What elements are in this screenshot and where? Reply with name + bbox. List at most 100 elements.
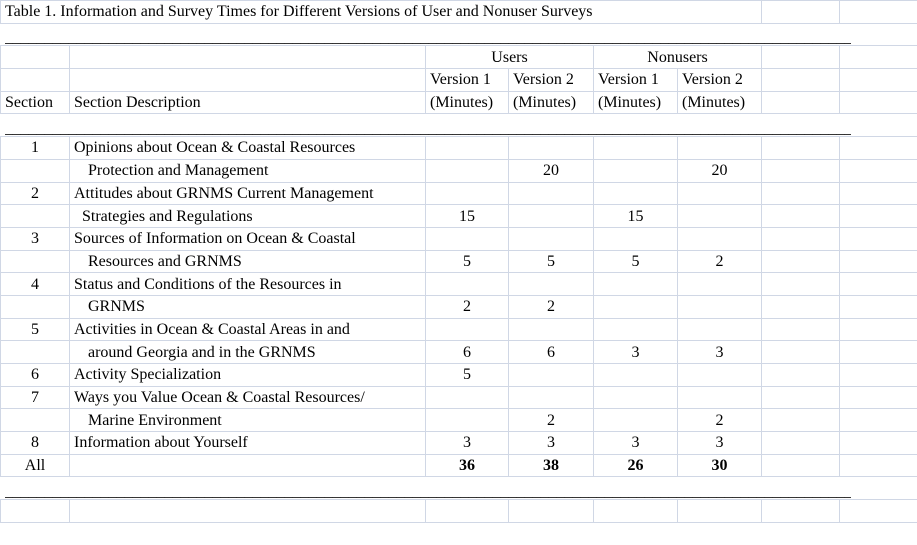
minutes-value bbox=[425, 181, 509, 206]
rule-text: ________________________________________… bbox=[4, 31, 851, 46]
cell[interactable] bbox=[0, 45, 70, 70]
cell[interactable] bbox=[761, 363, 840, 387]
cell[interactable] bbox=[677, 499, 762, 523]
section-description: Ways you Value Ocean & Coastal Resources… bbox=[69, 385, 426, 410]
section-number bbox=[0, 340, 70, 364]
group-users: Users bbox=[425, 45, 594, 70]
cell[interactable] bbox=[425, 499, 509, 523]
cell[interactable] bbox=[761, 272, 840, 296]
section-description: Status and Conditions of the Resources i… bbox=[69, 272, 426, 296]
unit-header: (Minutes) bbox=[425, 90, 509, 115]
cell[interactable] bbox=[839, 363, 917, 387]
cell[interactable] bbox=[69, 68, 426, 92]
cell[interactable] bbox=[593, 499, 678, 523]
cell[interactable] bbox=[0, 68, 70, 92]
unit-header: (Minutes) bbox=[508, 90, 594, 115]
cell[interactable] bbox=[761, 0, 840, 24]
cell[interactable] bbox=[761, 136, 840, 160]
table-row: 4 Status and Conditions of the Resources … bbox=[0, 272, 917, 296]
table-row: 3 Sources of Information on Ocean & Coast… bbox=[0, 226, 917, 251]
cell[interactable] bbox=[761, 340, 840, 364]
minutes-value: 2 bbox=[508, 294, 594, 319]
cell[interactable] bbox=[761, 431, 840, 455]
cell[interactable] bbox=[0, 499, 70, 523]
rule-text: ________________________________________… bbox=[4, 122, 851, 137]
minutes-value bbox=[593, 363, 678, 387]
minutes-value: 3 bbox=[593, 340, 678, 364]
cell[interactable] bbox=[761, 317, 840, 342]
minutes-value bbox=[508, 136, 594, 160]
unit-header: (Minutes) bbox=[677, 90, 762, 115]
cell[interactable] bbox=[839, 385, 917, 410]
minutes-value bbox=[508, 226, 594, 251]
minutes-value: 15 bbox=[425, 204, 509, 228]
cell[interactable] bbox=[761, 90, 840, 115]
table-row: Protection and Management 20 20 bbox=[0, 158, 917, 183]
cell[interactable] bbox=[839, 68, 917, 92]
minutes-value bbox=[677, 294, 762, 319]
cell[interactable] bbox=[839, 431, 917, 455]
survey-table: Table 1. Information and Survey Times fo… bbox=[0, 0, 917, 523]
cell[interactable] bbox=[761, 181, 840, 206]
cell[interactable] bbox=[839, 272, 917, 296]
cell[interactable] bbox=[839, 453, 917, 478]
cell[interactable] bbox=[761, 385, 840, 410]
section-number bbox=[0, 204, 70, 228]
cell[interactable] bbox=[839, 249, 917, 274]
minutes-value bbox=[677, 385, 762, 410]
minutes-value bbox=[593, 272, 678, 296]
section-number: 8 bbox=[0, 431, 70, 455]
rule-line: ________________________________________… bbox=[0, 22, 917, 47]
section-description: Strategies and Regulations bbox=[69, 204, 426, 228]
minutes-value bbox=[593, 158, 678, 183]
cell[interactable] bbox=[839, 294, 917, 319]
minutes-value bbox=[508, 204, 594, 228]
cell[interactable] bbox=[761, 68, 840, 92]
minutes-value: 5 bbox=[593, 249, 678, 274]
section-number: 3 bbox=[0, 226, 70, 251]
minutes-value: 6 bbox=[425, 340, 509, 364]
cell[interactable] bbox=[839, 499, 917, 523]
cell[interactable] bbox=[839, 408, 917, 433]
rule-line: ________________________________________… bbox=[0, 113, 917, 138]
section-description: Protection and Management bbox=[69, 158, 426, 183]
section-number bbox=[0, 158, 70, 183]
cell[interactable] bbox=[761, 249, 840, 274]
section-description: Opinions about Ocean & Coastal Resources bbox=[69, 136, 426, 160]
cell[interactable] bbox=[69, 499, 426, 523]
minutes-value bbox=[677, 363, 762, 387]
minutes-value bbox=[677, 317, 762, 342]
minutes-value: 20 bbox=[677, 158, 762, 183]
cell[interactable] bbox=[839, 226, 917, 251]
cell[interactable] bbox=[69, 453, 426, 478]
table-row: 6 Activity Specialization 5 bbox=[0, 363, 917, 387]
cell[interactable] bbox=[839, 158, 917, 183]
minutes-value bbox=[593, 226, 678, 251]
cell[interactable] bbox=[839, 340, 917, 364]
cell[interactable] bbox=[761, 226, 840, 251]
cell[interactable] bbox=[761, 158, 840, 183]
minutes-value bbox=[593, 385, 678, 410]
minutes-value bbox=[425, 385, 509, 410]
cell[interactable] bbox=[839, 204, 917, 228]
cell[interactable] bbox=[839, 45, 917, 70]
total-value: 36 bbox=[425, 453, 509, 478]
cell[interactable] bbox=[761, 204, 840, 228]
cell[interactable] bbox=[839, 90, 917, 115]
cell[interactable] bbox=[761, 45, 840, 70]
section-number bbox=[0, 294, 70, 319]
cell[interactable] bbox=[761, 408, 840, 433]
cell[interactable] bbox=[839, 317, 917, 342]
section-description: GRNMS bbox=[69, 294, 426, 319]
total-value: 26 bbox=[593, 453, 678, 478]
cell[interactable] bbox=[839, 0, 917, 24]
cell[interactable] bbox=[761, 453, 840, 478]
cell[interactable] bbox=[761, 499, 840, 523]
cell[interactable] bbox=[761, 294, 840, 319]
cell[interactable] bbox=[508, 499, 594, 523]
minutes-value: 3 bbox=[593, 431, 678, 455]
minutes-value: 20 bbox=[508, 158, 594, 183]
cell[interactable] bbox=[839, 136, 917, 160]
cell[interactable] bbox=[69, 45, 426, 70]
cell[interactable] bbox=[839, 181, 917, 206]
